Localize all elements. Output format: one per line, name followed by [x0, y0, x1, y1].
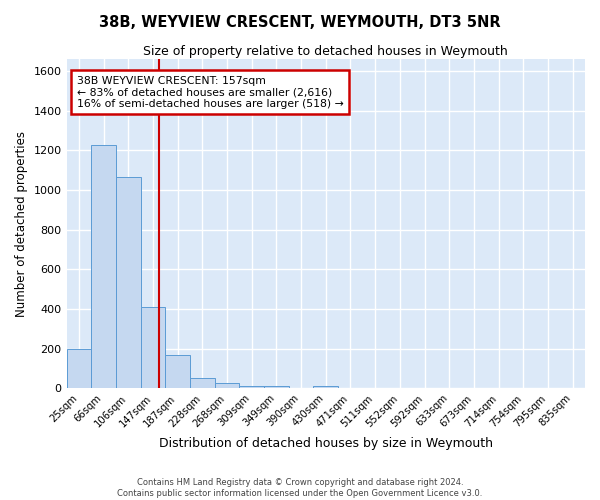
Text: Contains HM Land Registry data © Crown copyright and database right 2024.
Contai: Contains HM Land Registry data © Crown c… [118, 478, 482, 498]
Y-axis label: Number of detached properties: Number of detached properties [15, 130, 28, 316]
Bar [67, 348, 91, 388]
Bar [239, 386, 264, 388]
Text: 38B, WEYVIEW CRESCENT, WEYMOUTH, DT3 5NR: 38B, WEYVIEW CRESCENT, WEYMOUTH, DT3 5NR [99, 15, 501, 30]
Bar [140, 307, 165, 388]
Title: Size of property relative to detached houses in Weymouth: Size of property relative to detached ho… [143, 45, 508, 58]
Bar [91, 146, 116, 388]
Bar [165, 356, 190, 388]
Text: 38B WEYVIEW CRESCENT: 157sqm
← 83% of detached houses are smaller (2,616)
16% of: 38B WEYVIEW CRESCENT: 157sqm ← 83% of de… [77, 76, 344, 109]
Bar [215, 383, 239, 388]
Bar [190, 378, 215, 388]
Bar [264, 386, 289, 388]
Bar [313, 386, 338, 388]
X-axis label: Distribution of detached houses by size in Weymouth: Distribution of detached houses by size … [159, 437, 493, 450]
Bar [116, 177, 140, 388]
